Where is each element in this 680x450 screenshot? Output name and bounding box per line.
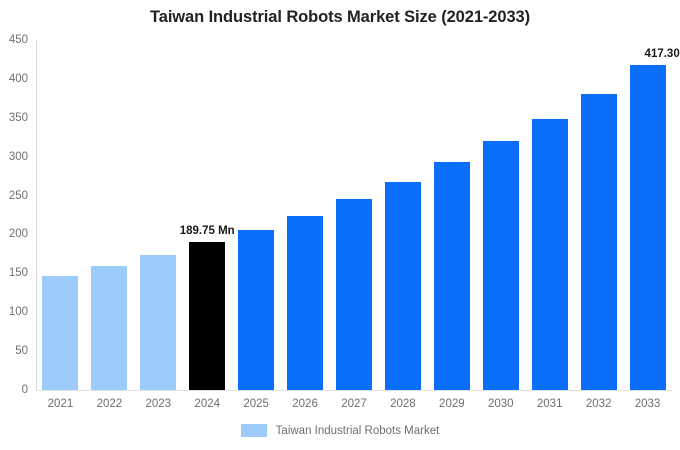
x-axis-tick-label-2024: 2024 <box>194 398 221 410</box>
bar-2033[interactable]: 417.30 Mn <box>629 48 680 390</box>
bar-2021[interactable] <box>42 276 79 390</box>
bar-2032[interactable] <box>580 93 617 390</box>
bar-2031[interactable] <box>531 118 568 390</box>
x-axis-tick-label-2029: 2029 <box>439 398 465 410</box>
x-axis-tick-labels: 2021 2022 2023 2024 2025 2026 2027 2028 2029 2030… <box>36 392 672 416</box>
x-axis-tick-label-2025: 2025 <box>243 398 269 410</box>
legend-swatch-icon <box>240 424 267 437</box>
plot-area: 189.75 Mn 417.30 Mn <box>36 40 680 390</box>
x-axis-tick-label-2033: 2033 <box>634 398 661 410</box>
y-axis-tick-label: 350 <box>8 111 28 124</box>
bar-slot <box>433 40 470 390</box>
x-axis-tick-label-2032: 2032 <box>585 398 612 410</box>
x-axis-tick-label-2028: 2028 <box>390 398 416 410</box>
x-axis-tick-label-2031: 2031 <box>536 398 563 410</box>
bar-2030[interactable] <box>482 141 519 390</box>
bar-2027[interactable] <box>336 199 372 390</box>
x-axis-tick-label-2026: 2026 <box>292 398 318 410</box>
x-axis-tick-label-2021: 2021 <box>47 398 74 410</box>
bar-slot: 189.75 Mn <box>180 40 235 390</box>
x-axis-tick-label-2030: 2030 <box>487 398 514 410</box>
bar-2026[interactable] <box>287 215 324 390</box>
y-axis-tick-labels: 450 400 350 300 250 200 150 100 50 0 <box>0 0 32 450</box>
bar-2029[interactable] <box>433 162 470 390</box>
bar-2028[interactable] <box>384 181 421 390</box>
bar-slot <box>580 40 617 390</box>
bar-slot <box>531 40 568 390</box>
legend-item[interactable]: Taiwan Industrial Robots Market <box>240 424 440 437</box>
bar-2022[interactable] <box>91 266 128 390</box>
legend-label: Taiwan Industrial Robots Market <box>275 424 440 437</box>
chart-legend: Taiwan Industrial Robots Market <box>0 424 680 437</box>
x-axis-tick-label-2027: 2027 <box>341 398 367 410</box>
bar-value-label-2024: 189.75 Mn <box>179 225 235 238</box>
y-axis-tick-label: 100 <box>8 306 28 319</box>
x-axis-tick-label-2023: 2023 <box>145 398 172 410</box>
bar-2024[interactable]: 189.75 Mn <box>180 225 235 390</box>
bar-2025[interactable] <box>238 229 275 390</box>
bar-slot <box>42 40 79 390</box>
bar-slot <box>140 40 177 390</box>
bar-slot: 417.30 Mn <box>629 40 680 390</box>
y-axis-tick-label: 300 <box>8 150 28 163</box>
y-axis-tick-label: 200 <box>8 228 28 241</box>
bar-2023[interactable] <box>140 255 177 390</box>
bar-slot <box>482 40 519 390</box>
y-axis-tick-label: 50 <box>15 345 28 358</box>
y-axis-tick-label: 450 <box>8 34 28 46</box>
bar-slot <box>336 40 372 390</box>
y-axis-tick-label: 0 <box>21 384 28 396</box>
bar-slot <box>238 40 275 390</box>
y-axis-line <box>36 40 37 390</box>
bar-slot <box>287 40 324 390</box>
x-axis-tick-label-2022: 2022 <box>96 398 123 410</box>
y-axis-tick-label: 150 <box>8 267 28 280</box>
x-axis-line <box>36 390 672 391</box>
bar-value-label-2033: 417.30 Mn <box>644 48 680 61</box>
bar-slot <box>91 40 128 390</box>
bar-slot <box>384 40 421 390</box>
y-axis-tick-label: 400 <box>8 72 28 85</box>
chart-title: Taiwan Industrial Robots Market Size (20… <box>149 8 530 26</box>
y-axis-tick-label: 250 <box>8 189 28 202</box>
